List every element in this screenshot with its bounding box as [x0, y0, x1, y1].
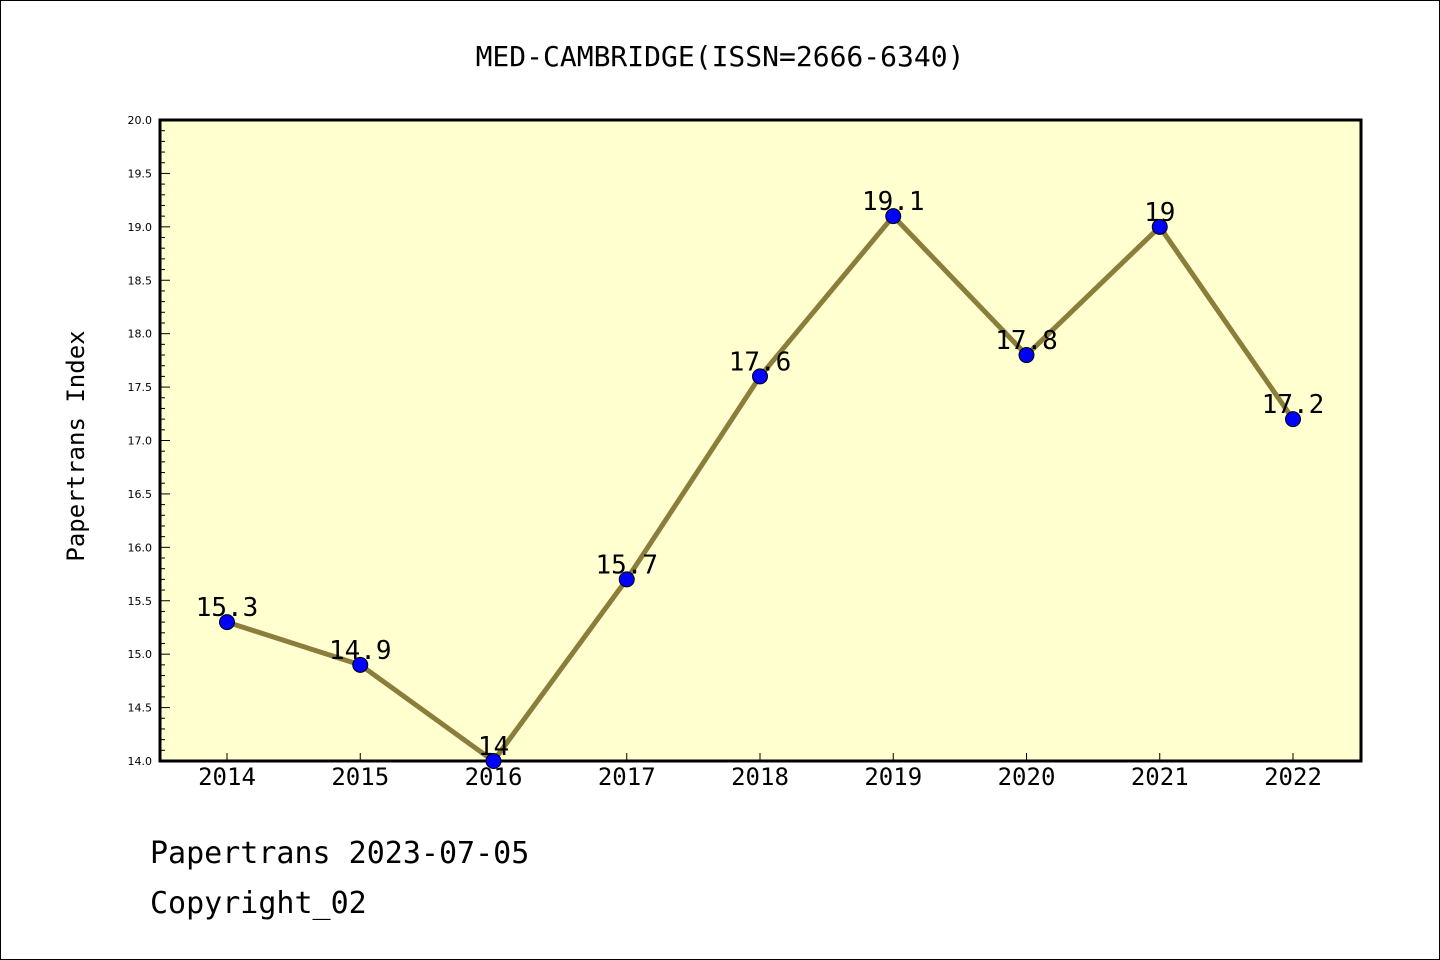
y-tick-label: 14.0	[128, 755, 153, 768]
x-tick-label: 2020	[998, 763, 1056, 791]
footer-copyright: Copyright_02	[150, 886, 367, 921]
y-tick-label: 16.0	[128, 541, 153, 554]
data-labels: 15.3 14.9 14 15.7 17.6 19.1 17.8 19 17.2	[196, 187, 1325, 762]
data-point	[352, 656, 369, 673]
data-label: 17.6	[729, 347, 792, 377]
data-point	[1151, 218, 1168, 235]
x-tick-label: 2019	[864, 763, 922, 791]
data-label: 14	[478, 732, 509, 762]
y-tick-label: 14.5	[128, 702, 153, 715]
chart-title: MED-CAMBRIDGE(ISSN=2666-6340)	[476, 40, 965, 73]
data-point	[752, 368, 768, 385]
x-tick-label: 2017	[598, 763, 656, 791]
data-point	[1285, 411, 1301, 428]
data-label: 17.8	[995, 326, 1058, 356]
data-point	[1018, 347, 1035, 364]
data-label: 15.7	[595, 550, 658, 580]
x-tick-label: 2014	[198, 763, 256, 791]
data-label: 15.3	[196, 593, 259, 623]
y-tick-label: 19.0	[128, 221, 153, 234]
y-tick-label: 16.5	[128, 488, 153, 501]
data-points	[219, 208, 1301, 769]
data-label: 19	[1144, 198, 1175, 228]
x-tick-label: 2015	[331, 763, 389, 791]
y-tick-label: 17.5	[128, 381, 153, 394]
y-tick-label: 17.0	[128, 435, 153, 448]
x-tick-label: 2021	[1131, 763, 1189, 791]
data-label: 14.9	[329, 636, 392, 666]
x-tick-label: 2022	[1264, 763, 1322, 791]
data-point	[618, 571, 635, 588]
y-axis-label: Papertrans Index	[62, 330, 90, 561]
x-tick-label: 2018	[731, 763, 789, 791]
data-label: 19.1	[862, 187, 925, 217]
y-tick-label: 15.5	[128, 595, 153, 608]
data-label: 17.2	[1262, 390, 1325, 420]
y-tick-label: 19.5	[128, 167, 153, 180]
data-point	[885, 208, 902, 225]
y-tick-label: 15.0	[128, 648, 153, 661]
data-point	[219, 614, 235, 631]
y-tick-label: 18.5	[128, 274, 153, 287]
footer-date: Papertrans 2023-07-05	[150, 836, 530, 871]
data-point	[485, 753, 502, 769]
axis-ticks: 14.0 14.5 15.0 15.5 16.0 16.5 17.0 17.5 18.0 18.5…	[128, 114, 1322, 791]
y-tick-label: 20.0	[128, 114, 153, 127]
y-tick-label: 18.0	[128, 328, 153, 341]
